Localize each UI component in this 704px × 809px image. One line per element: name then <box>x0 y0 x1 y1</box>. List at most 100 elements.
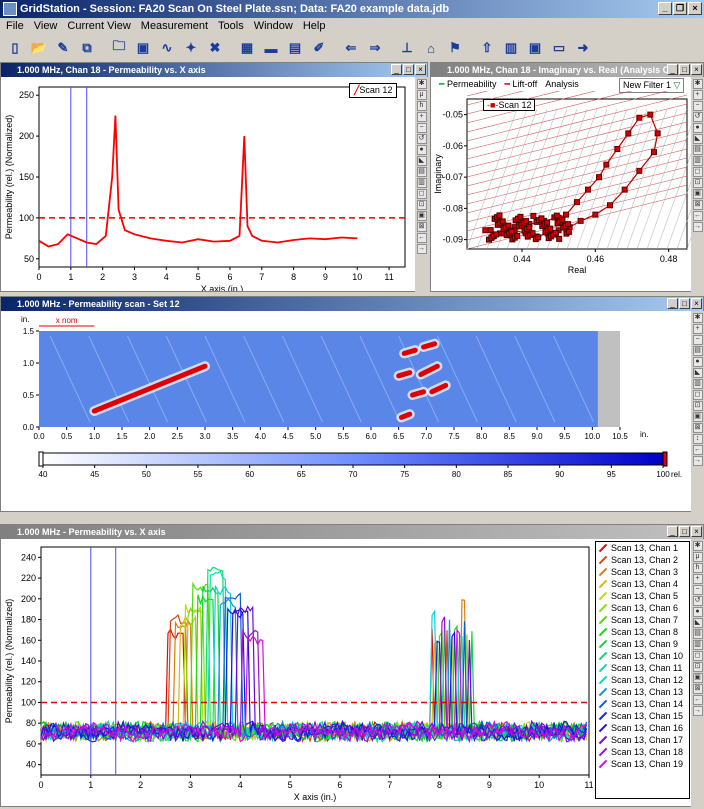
probe-add-icon[interactable]: ✦ <box>180 37 202 59</box>
side-tool-7[interactable]: ▥ <box>692 379 703 389</box>
side-tool-6[interactable]: ◣ <box>692 368 703 378</box>
panel-close-button[interactable]: × <box>415 64 426 75</box>
menu-current-view[interactable]: Current View <box>67 20 131 32</box>
side-tool-16[interactable]: → <box>416 244 427 254</box>
panel-close-button[interactable]: × <box>691 298 702 309</box>
menu-measurement[interactable]: Measurement <box>140 20 209 32</box>
folder-icon[interactable]: 🗀 <box>108 37 130 59</box>
side-tool-10[interactable]: ▥ <box>416 178 427 188</box>
side-tool-11[interactable]: ▣ <box>692 189 703 199</box>
side-tool-10[interactable]: ▥ <box>692 640 703 650</box>
side-tool-12[interactable]: ↕ <box>692 434 703 444</box>
side-tool-13[interactable]: ← <box>692 211 703 221</box>
side-tool-14[interactable]: ⊠ <box>416 222 427 232</box>
table-icon[interactable]: ▤ <box>284 37 306 59</box>
panel-minimize-button[interactable]: _ <box>667 526 678 537</box>
panel-restore-button[interactable]: □ <box>679 526 690 537</box>
side-tool-12[interactable]: ⊡ <box>416 200 427 210</box>
display-icon[interactable]: ▭ <box>548 37 570 59</box>
side-tool-3[interactable]: h <box>692 563 703 573</box>
side-tool-4[interactable]: ↺ <box>692 112 703 122</box>
panel-close-button[interactable]: × <box>691 526 702 537</box>
image-icon[interactable]: ▬ <box>260 37 282 59</box>
legend-item[interactable]: Scan 13, Chan 7 <box>598 614 689 626</box>
panel-minimize-button[interactable]: _ <box>667 298 678 309</box>
permeability-chart[interactable]: 0 1 2 3 4 5 6 7 8 9 10 11 50 100 150 200 250 X axis (in.)… <box>1 77 415 291</box>
side-tool-6[interactable]: ↺ <box>692 596 703 606</box>
legend-item[interactable]: Scan 13, Chan 13 <box>598 686 689 698</box>
probe-remove-icon[interactable]: ✖ <box>204 37 226 59</box>
side-tool-11[interactable]: ◻ <box>416 189 427 199</box>
panel-restore-button[interactable]: □ <box>679 64 690 75</box>
flag-icon[interactable]: ⚑ <box>444 37 466 59</box>
side-tool-13[interactable]: ▣ <box>692 673 703 683</box>
side-tool-8[interactable]: ◻ <box>692 390 703 400</box>
side-tool-8[interactable]: ◣ <box>416 156 427 166</box>
legend-item[interactable]: Scan 13, Chan 12 <box>598 674 689 686</box>
side-tool-3[interactable]: − <box>692 101 703 111</box>
side-tool-16[interactable]: → <box>692 706 703 716</box>
legend-item[interactable]: Scan 13, Chan 5 <box>598 590 689 602</box>
side-tool-2[interactable]: μ <box>692 552 703 562</box>
side-tool-9[interactable]: ▤ <box>416 167 427 177</box>
scan-icon[interactable]: ▦ <box>236 37 258 59</box>
side-tool-11[interactable]: ◻ <box>692 651 703 661</box>
side-tool-12[interactable]: ⊡ <box>692 662 703 672</box>
side-tool-8[interactable]: ◣ <box>692 618 703 628</box>
legend-item[interactable]: Scan 13, Chan 17 <box>598 734 689 746</box>
legend-item[interactable]: Scan 13, Chan 16 <box>598 722 689 734</box>
legend-item[interactable]: Scan 13, Chan 19 <box>598 758 689 770</box>
side-tool-14[interactable]: → <box>692 456 703 466</box>
filter-dropdown[interactable]: New Filter 1 ▽ <box>619 78 685 93</box>
legend-item[interactable]: Scan 13, Chan 15 <box>598 710 689 722</box>
side-tool-7[interactable]: ▤ <box>692 145 703 155</box>
legend-item[interactable]: Scan 13, Chan 6 <box>598 602 689 614</box>
edit-icon[interactable]: ✎ <box>52 37 74 59</box>
panel-close-button[interactable]: × <box>691 64 702 75</box>
report-icon[interactable]: ✐ <box>308 37 330 59</box>
restore-button[interactable]: ❐ <box>673 2 687 15</box>
side-tool-15[interactable]: ← <box>416 233 427 243</box>
side-tool-2[interactable]: μ <box>416 90 427 100</box>
side-tool-5[interactable]: ● <box>692 123 703 133</box>
side-tool-4[interactable]: + <box>416 112 427 122</box>
side-tool-4[interactable]: + <box>692 574 703 584</box>
side-tool-6[interactable]: ◣ <box>692 134 703 144</box>
minimize-button[interactable]: _ <box>658 2 672 15</box>
panel-restore-button[interactable]: □ <box>679 298 690 309</box>
set-left-icon[interactable]: ⇐ <box>340 37 362 59</box>
close-button[interactable]: × <box>688 2 702 15</box>
bridge-icon[interactable]: ⌂ <box>420 37 442 59</box>
new-icon[interactable]: ▯ <box>4 37 26 59</box>
panel-minimize-button[interactable]: _ <box>667 64 678 75</box>
side-tool-3[interactable]: h <box>416 101 427 111</box>
panel-restore-button[interactable]: □ <box>403 64 414 75</box>
side-tool-7[interactable]: ● <box>692 607 703 617</box>
impedance-chart[interactable]: 0.44 0.46 0.48 -0.05 -0.06 -0.07 -0.08 -0.09 Rea… <box>431 91 691 291</box>
legend-item[interactable]: Scan 13, Chan 1 <box>598 542 689 554</box>
side-tool-5[interactable]: − <box>692 585 703 595</box>
legend-item[interactable]: Scan 13, Chan 18 <box>598 746 689 758</box>
side-tool-10[interactable]: ⊡ <box>692 178 703 188</box>
cscan-image[interactable]: in. x nom 1.5 1.0 0.5 0.00.0 0.5 1.0 1.5 2.0 2.5 3.… <box>1 311 691 511</box>
menu-tools[interactable]: Tools <box>218 20 244 32</box>
side-tool-10[interactable]: ▣ <box>692 412 703 422</box>
save-icon[interactable]: ▣ <box>132 37 154 59</box>
side-tool-3[interactable]: − <box>692 335 703 345</box>
export-icon[interactable]: ⇧ <box>476 37 498 59</box>
set-right-icon[interactable]: ⇒ <box>364 37 386 59</box>
legend-item[interactable]: Scan 13, Chan 3 <box>598 566 689 578</box>
copy-icon[interactable]: ⧉ <box>76 37 98 59</box>
panel-minimize-button[interactable]: _ <box>391 64 402 75</box>
side-tool-14[interactable]: ⊠ <box>692 684 703 694</box>
menu-window[interactable]: Window <box>253 20 293 32</box>
side-tool-4[interactable]: ▤ <box>692 346 703 356</box>
menu-view[interactable]: View <box>33 20 58 32</box>
side-tool-13[interactable]: ← <box>692 445 703 455</box>
side-tool-2[interactable]: + <box>692 90 703 100</box>
side-tool-5[interactable]: − <box>416 123 427 133</box>
side-tool-9[interactable]: ◻ <box>692 167 703 177</box>
side-tool-2[interactable]: + <box>692 324 703 334</box>
side-tool-5[interactable]: ● <box>692 357 703 367</box>
side-tool-9[interactable]: ⊡ <box>692 401 703 411</box>
